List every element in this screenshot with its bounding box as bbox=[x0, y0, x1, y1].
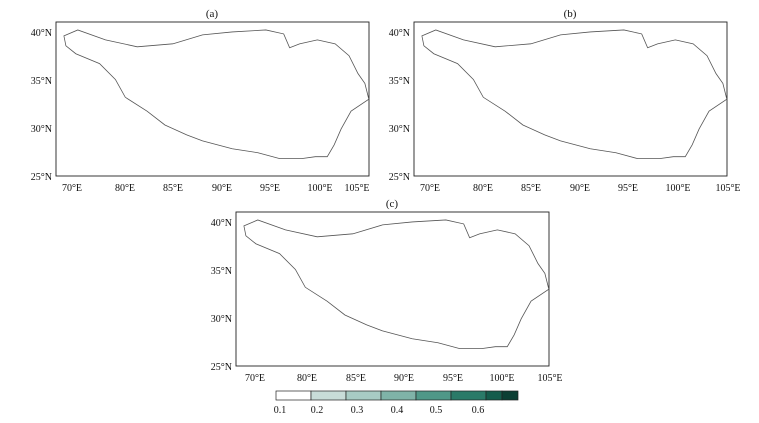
colorbar-tick-label: 0.6 bbox=[472, 405, 485, 416]
map-panel-b bbox=[413, 21, 728, 177]
x-axis-b: 70°E 80°E 85°E 90°E 95°E 100°E 105°E bbox=[420, 183, 741, 194]
y-tick-label: 25°N bbox=[31, 172, 52, 183]
y-tick-label: 35°N bbox=[389, 76, 410, 87]
x-tick-label: 70°E bbox=[62, 183, 82, 194]
colorbar-tick-label: 0.2 bbox=[311, 405, 324, 416]
colorbar-swatch bbox=[415, 390, 452, 401]
colorbar-swatch bbox=[485, 390, 503, 401]
x-tick-label: 100°E bbox=[665, 183, 690, 194]
panel-label-a: (a) bbox=[206, 8, 219, 20]
x-tick-label: 90°E bbox=[570, 183, 590, 194]
x-tick-label: 95°E bbox=[443, 373, 463, 384]
y-tick-label: 40°N bbox=[211, 218, 232, 229]
x-tick-label: 80°E bbox=[115, 183, 135, 194]
x-tick-label: 100°E bbox=[489, 373, 514, 384]
x-tick-label: 105°E bbox=[537, 373, 562, 384]
y-axis-a: 40°N 35°N 30°N 25°N bbox=[31, 28, 52, 183]
y-tick-label: 25°N bbox=[389, 172, 410, 183]
colorbar: 0.1 0.2 0.3 0.4 0.5 0.6 bbox=[274, 390, 519, 416]
x-tick-label: 105°E bbox=[344, 183, 369, 194]
x-tick-label: 85°E bbox=[346, 373, 366, 384]
x-axis-c: 70°E 80°E 85°E 90°E 95°E 100°E 105°E bbox=[245, 373, 563, 384]
y-axis-b: 40°N 35°N 30°N 25°N bbox=[389, 28, 410, 183]
x-tick-label: 100°E bbox=[307, 183, 332, 194]
x-tick-label: 105°E bbox=[715, 183, 740, 194]
colorbar-tick-label: 0.3 bbox=[351, 405, 364, 416]
colorbar-swatch bbox=[380, 390, 417, 401]
y-tick-label: 35°N bbox=[211, 266, 232, 277]
y-tick-label: 35°N bbox=[31, 76, 52, 87]
colorbar-tick-label: 0.5 bbox=[430, 405, 443, 416]
y-tick-label: 30°N bbox=[389, 124, 410, 135]
y-tick-label: 30°N bbox=[211, 314, 232, 325]
x-tick-label: 85°E bbox=[163, 183, 183, 194]
y-axis-c: 40°N 35°N 30°N 25°N bbox=[211, 218, 232, 373]
x-tick-label: 70°E bbox=[420, 183, 440, 194]
colorbar-tick-label: 0.4 bbox=[391, 405, 404, 416]
x-tick-label: 95°E bbox=[618, 183, 638, 194]
panel-label-c: (c) bbox=[386, 198, 399, 210]
x-tick-label: 90°E bbox=[394, 373, 414, 384]
map-panel-c bbox=[235, 211, 550, 367]
x-tick-label: 85°E bbox=[521, 183, 541, 194]
y-tick-label: 40°N bbox=[31, 28, 52, 39]
colorbar-tick-label: 0.1 bbox=[274, 405, 287, 416]
y-tick-label: 25°N bbox=[211, 362, 232, 373]
colorbar-swatch bbox=[275, 390, 312, 401]
x-tick-label: 80°E bbox=[297, 373, 317, 384]
x-tick-label: 95°E bbox=[260, 183, 280, 194]
colorbar-swatch bbox=[450, 390, 487, 401]
y-tick-label: 40°N bbox=[389, 28, 410, 39]
x-tick-label: 70°E bbox=[245, 373, 265, 384]
map-panel-a bbox=[55, 21, 370, 177]
colorbar-swatch bbox=[310, 390, 347, 401]
colorbar-swatch bbox=[501, 390, 519, 401]
x-tick-label: 80°E bbox=[473, 183, 493, 194]
colorbar-swatch bbox=[345, 390, 382, 401]
y-tick-label: 30°N bbox=[31, 124, 52, 135]
x-tick-label: 90°E bbox=[212, 183, 232, 194]
x-axis-a: 70°E 80°E 85°E 90°E 95°E 100°E 105°E bbox=[62, 183, 370, 194]
panel-label-b: (b) bbox=[564, 8, 577, 20]
